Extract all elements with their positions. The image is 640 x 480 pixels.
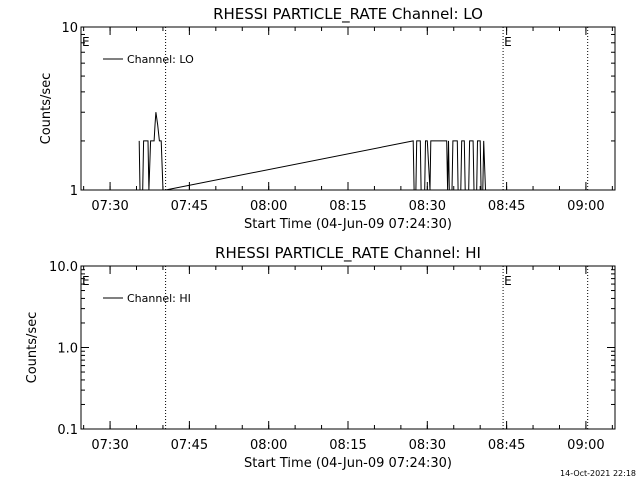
plot-frame bbox=[80, 265, 616, 430]
x-tick-label: 08:45 bbox=[488, 199, 525, 214]
y-tick-label: 1.0 bbox=[57, 342, 78, 357]
x-tick-label: 09:00 bbox=[567, 199, 604, 214]
y-axis-label: Counts/sec bbox=[39, 73, 54, 145]
x-tick-label: 08:15 bbox=[329, 438, 366, 453]
x-tick-label: 09:00 bbox=[567, 438, 604, 453]
chart-title: RHESSI PARTICLE_RATE Channel: LO bbox=[213, 5, 483, 24]
x-tick-label: 07:45 bbox=[171, 199, 208, 214]
x-tick-label: 08:30 bbox=[409, 199, 446, 214]
y-tick-label: 10.0 bbox=[49, 260, 78, 275]
y-axis-label: Counts/sec bbox=[25, 312, 40, 384]
plot-frame bbox=[80, 26, 616, 191]
x-tick-label: 08:45 bbox=[488, 438, 525, 453]
legend-entry: Channel: HI bbox=[127, 292, 191, 305]
series-line-0 bbox=[138, 112, 486, 191]
chart-title: RHESSI PARTICLE_RATE Channel: HI bbox=[215, 244, 481, 263]
event-marker-e: E bbox=[504, 274, 512, 288]
x-tick-label: 07:45 bbox=[171, 438, 208, 453]
y-tick-label: 1 bbox=[70, 184, 78, 199]
x-tick-label: 07:30 bbox=[91, 199, 128, 214]
x-tick-label: 08:00 bbox=[250, 199, 287, 214]
x-tick-label: 08:30 bbox=[409, 438, 446, 453]
x-axis-label: Start Time (04-Jun-09 07:24:30) bbox=[244, 217, 452, 232]
y-tick-label: 0.1 bbox=[57, 423, 78, 438]
x-tick-label: 07:30 bbox=[91, 438, 128, 453]
legend-entry: Channel: LO bbox=[127, 53, 194, 66]
y-tick-label: 10 bbox=[61, 21, 78, 36]
x-axis-label: Start Time (04-Jun-09 07:24:30) bbox=[244, 456, 452, 471]
plot-timestamp: 14-Oct-2021 22:18 bbox=[560, 469, 636, 478]
x-tick-label: 08:15 bbox=[329, 199, 366, 214]
event-marker-e: E bbox=[82, 35, 90, 49]
event-marker-e: E bbox=[504, 35, 512, 49]
event-marker-e: E bbox=[82, 274, 90, 288]
x-tick-label: 08:00 bbox=[250, 438, 287, 453]
